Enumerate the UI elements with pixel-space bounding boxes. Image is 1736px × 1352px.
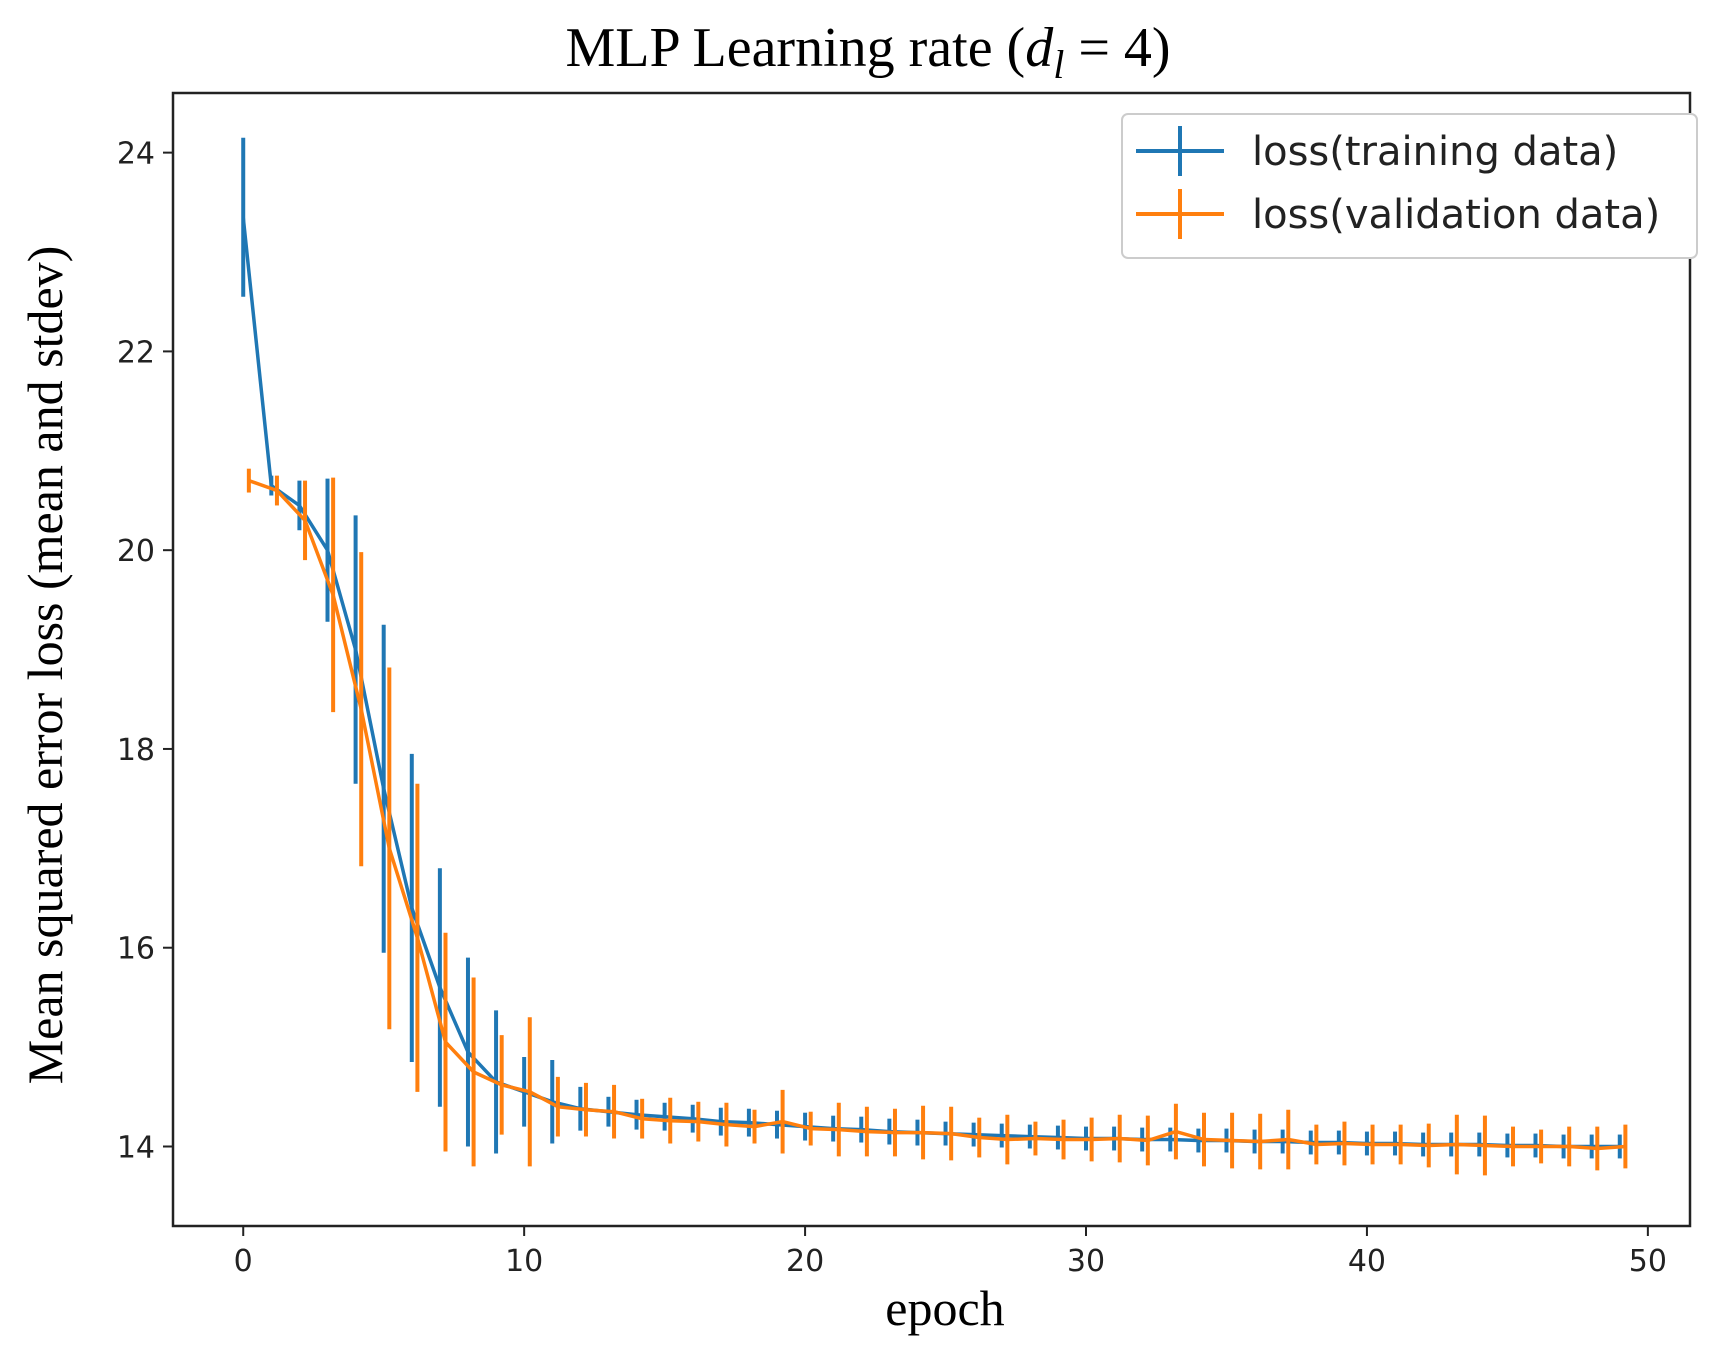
y-tick-label: 20 <box>117 534 155 569</box>
tick-layer: 0 10 20 30 40 50 14 16 18 20 22 24 <box>117 137 1667 1279</box>
legend: loss(training data) loss(validation data… <box>1121 113 1698 259</box>
series-layer <box>241 137 1628 1176</box>
series-line <box>248 478 1626 1151</box>
y-tick-label: 18 <box>117 733 155 768</box>
legend-label-validation: loss(validation data) <box>1252 192 1660 238</box>
series-validation <box>246 468 1628 1176</box>
chart-title-var: d <box>1025 17 1054 79</box>
chart-title-sub: l <box>1053 42 1064 87</box>
y-tick-label: 22 <box>117 335 155 370</box>
x-tick-label: 0 <box>234 1244 253 1279</box>
chart-title-main: MLP Learning rate ( <box>565 17 1025 79</box>
legend-box <box>1121 113 1698 259</box>
series-line <box>241 217 1620 1149</box>
x-tick-label: 40 <box>1348 1244 1386 1279</box>
plot-frame <box>171 91 1692 1228</box>
legend-item-training[interactable]: loss(training data) <box>1136 126 1618 176</box>
series-training <box>241 137 1622 1159</box>
x-tick-label: 10 <box>505 1244 543 1279</box>
y-tick-label: 14 <box>117 1130 155 1165</box>
chart-title: MLP Learning rate (dl = 4) <box>565 17 1170 87</box>
y-tick-label: 24 <box>117 137 155 172</box>
x-tick-label: 30 <box>1067 1244 1105 1279</box>
legend-label-training: loss(training data) <box>1252 129 1618 175</box>
x-tick-label: 20 <box>786 1244 824 1279</box>
legend-item-validation[interactable]: loss(validation data) <box>1136 189 1660 239</box>
x-tick-label: 50 <box>1629 1244 1667 1279</box>
y-tick-label: 16 <box>117 932 155 967</box>
x-axis-label: epoch <box>885 1280 1004 1336</box>
y-axis-label: Mean squared error loss (mean and stdev) <box>17 246 73 1085</box>
chart-title-rest: = 4) <box>1064 17 1170 79</box>
